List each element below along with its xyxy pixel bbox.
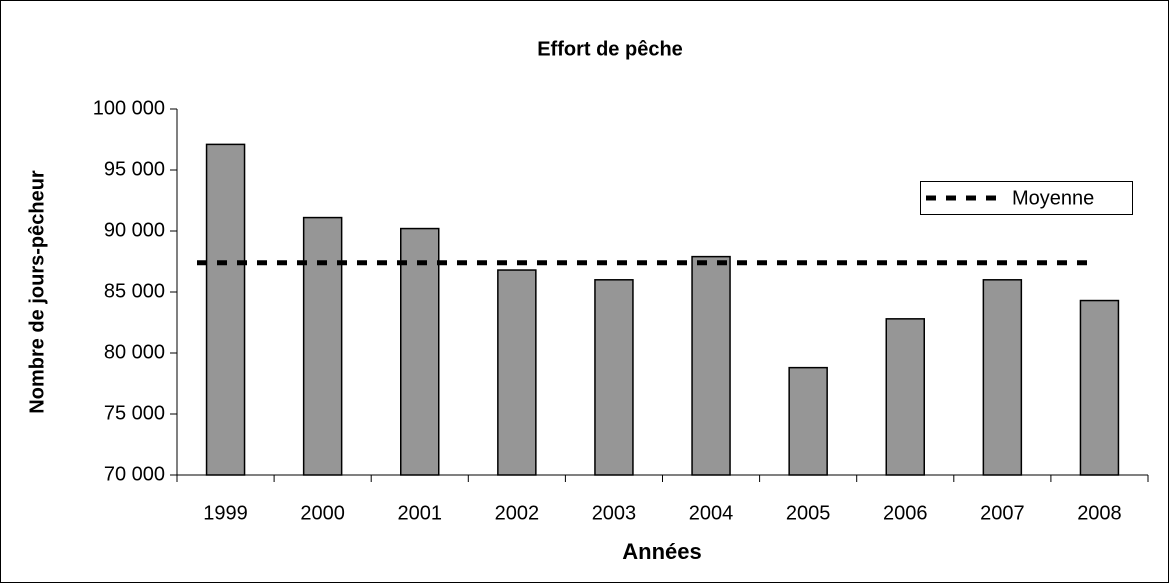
y-axis-label: Nombre de jours-pêcheur bbox=[26, 170, 48, 414]
bar bbox=[400, 227, 440, 476]
y-tick-label: 70 000 bbox=[104, 463, 165, 485]
bar bbox=[302, 216, 343, 476]
bar bbox=[594, 279, 634, 476]
bar bbox=[1079, 299, 1120, 476]
bar bbox=[497, 269, 537, 476]
x-tick-label: 2004 bbox=[689, 502, 734, 524]
y-tick-label: 80 000 bbox=[104, 341, 165, 363]
x-axis-label: Années bbox=[622, 539, 701, 564]
y-tick-label: 90 000 bbox=[104, 219, 165, 241]
x-tick-label: 2003 bbox=[592, 502, 637, 524]
x-tick-label: 2007 bbox=[980, 502, 1025, 524]
bar bbox=[788, 366, 828, 476]
legend-label: Moyenne bbox=[1012, 187, 1094, 209]
x-tick-label: 2005 bbox=[786, 502, 831, 524]
x-tick-label: 2001 bbox=[398, 502, 443, 524]
bar bbox=[691, 255, 731, 476]
y-tick-label: 95 000 bbox=[104, 158, 165, 180]
y-tick-label: 100 000 bbox=[93, 97, 165, 119]
bar bbox=[982, 279, 1023, 476]
y-tick-label: 85 000 bbox=[104, 280, 165, 302]
x-tick-label: 2006 bbox=[883, 502, 928, 524]
x-tick-label: 2008 bbox=[1077, 502, 1122, 524]
bar bbox=[205, 143, 246, 476]
x-tick-label: 2002 bbox=[495, 502, 540, 524]
y-tick-label: 75 000 bbox=[104, 402, 165, 424]
bar bbox=[885, 318, 925, 476]
chart-title: Effort de pêche bbox=[537, 38, 683, 60]
x-tick-label: 1999 bbox=[203, 502, 248, 524]
x-tick-label: 2000 bbox=[300, 502, 345, 524]
